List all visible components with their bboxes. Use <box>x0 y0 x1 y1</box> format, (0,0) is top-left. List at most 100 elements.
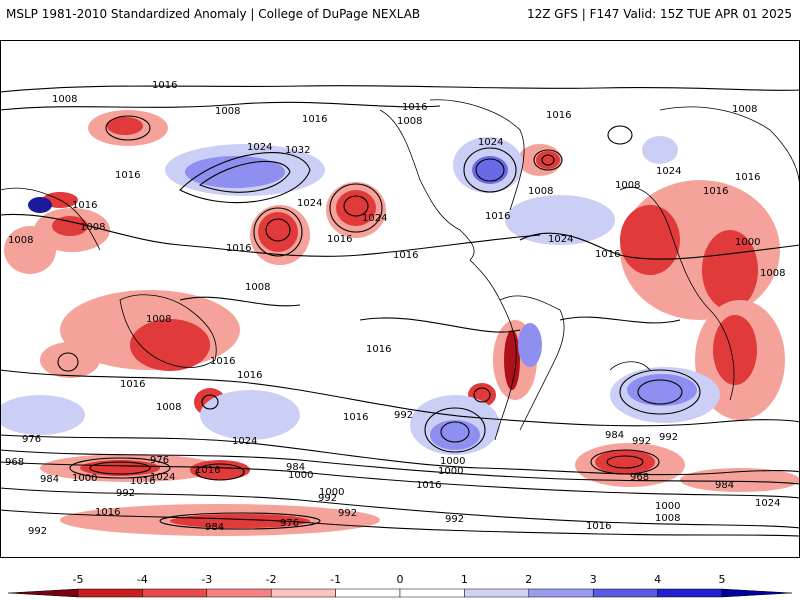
valid-time-label: 12Z GFS | F147 Valid: 15Z TUE APR 01 202… <box>526 7 792 21</box>
contour-label: 1016 <box>402 102 427 113</box>
contour-label: 1016 <box>327 234 352 245</box>
contour-label: 1008 <box>156 402 181 413</box>
contour-label: 1016 <box>237 370 262 381</box>
colorbar-tick-label: 3 <box>590 573 597 586</box>
colorbar-tick-label: 1 <box>461 573 468 586</box>
contour-label: 1008 <box>8 235 33 246</box>
contour-label: 984 <box>205 522 224 533</box>
contour-label: 1008 <box>615 180 640 191</box>
colorbar-tick-labels: -5 -4 -3 -2 -1 0 1 2 3 4 5 <box>73 573 726 586</box>
contour-label: 1024 <box>232 436 257 447</box>
contour-label: 1024 <box>755 498 780 509</box>
map: 1016 1008 1008 1016 1016 1024 1032 1016 … <box>0 40 800 558</box>
colorbar-tick-label: 4 <box>654 573 661 586</box>
contour-label: 1016 <box>72 200 97 211</box>
contour-label: 1016 <box>115 170 140 181</box>
contour-label: 1016 <box>95 507 120 518</box>
contour-label: 1016 <box>586 521 611 532</box>
contour-label: 992 <box>116 488 135 499</box>
contour-labels: 1016 1008 1008 1016 1016 1024 1032 1016 … <box>5 80 785 537</box>
colorbar-swatch <box>206 588 272 598</box>
contour-label: 1024 <box>548 234 573 245</box>
contour-label: 1024 <box>478 137 503 148</box>
colorbar-swatch <box>464 588 530 598</box>
contour-label: 992 <box>318 493 337 504</box>
contour-label: 1016 <box>130 476 155 487</box>
colorbar: -5 -4 -3 -2 -1 0 1 2 3 4 5 <box>7 573 793 598</box>
contour-label: 1016 <box>416 480 441 491</box>
negative-anomaly-regions <box>4 110 800 536</box>
colorbar-swatch <box>657 588 723 598</box>
contour-label: 1016 <box>393 250 418 261</box>
contour-label: 1008 <box>397 116 422 127</box>
contour-label: 1008 <box>760 268 785 279</box>
contour-label: 1000 <box>735 237 760 248</box>
colorbar-swatch <box>77 588 143 598</box>
colorbar-tick-label: 5 <box>719 573 726 586</box>
isobar-contours <box>0 85 800 537</box>
contour-label: 1016 <box>546 110 571 121</box>
contour-label: 1016 <box>735 172 760 183</box>
contour-label: 1024 <box>297 198 322 209</box>
contour-label: 1008 <box>146 314 171 325</box>
contour-label: 1016 <box>226 243 251 254</box>
contour-label: 968 <box>630 472 649 483</box>
product-title: MSLP 1981-2010 Standardized Anomaly | Co… <box>6 7 421 21</box>
colorbar-swatch <box>399 588 465 598</box>
contour-label: 992 <box>394 410 413 421</box>
coastlines <box>0 99 800 441</box>
contour-label: 992 <box>445 514 464 525</box>
colorbar-swatch <box>270 588 336 598</box>
contour-label: 1008 <box>732 104 757 115</box>
colorbar-tick-label: -1 <box>330 573 341 586</box>
contour-label: 984 <box>286 462 305 473</box>
contour-label: 1016 <box>366 344 391 355</box>
contour-label: 992 <box>338 508 357 519</box>
contour-label: 976 <box>22 434 41 445</box>
contour-label: 1016 <box>595 249 620 260</box>
contour-label: 976 <box>280 518 299 529</box>
contour-label: 1000 <box>655 501 680 512</box>
colorbar-tick-label: -5 <box>73 573 84 586</box>
contour-label: 1008 <box>245 282 270 293</box>
contour-label: 976 <box>150 455 169 466</box>
contour-label: 984 <box>605 430 624 441</box>
contour-label: 1000 <box>438 466 463 477</box>
contour-label: 984 <box>40 474 59 485</box>
colorbar-swatch <box>592 588 658 598</box>
header: MSLP 1981-2010 Standardized Anomaly | Co… <box>0 0 800 28</box>
contour-label: 1000 <box>319 487 344 498</box>
contour-label: 1016 <box>210 356 235 367</box>
colorbar-swatch <box>335 588 401 598</box>
contour-label: 1016 <box>485 211 510 222</box>
contour-label: 984 <box>715 480 734 491</box>
colorbar-tick-label: 0 <box>397 573 404 586</box>
contour-label: 1016 <box>302 114 327 125</box>
contour-label: 1008 <box>655 513 680 524</box>
contour-label: 1016 <box>120 379 145 390</box>
contour-label: 1008 <box>215 106 240 117</box>
contour-label: 1024 <box>362 213 387 224</box>
contour-label: 1000 <box>72 473 97 484</box>
contour-label: 1016 <box>152 80 177 91</box>
contour-label: 1032 <box>285 145 310 156</box>
colorbar-tick-label: -3 <box>201 573 212 586</box>
contour-label: 1024 <box>247 142 272 153</box>
contour-label: 992 <box>28 526 47 537</box>
contour-label: 1008 <box>80 222 105 233</box>
contour-label: 1024 <box>656 166 681 177</box>
contour-label: 992 <box>632 436 651 447</box>
contour-label: 1008 <box>528 186 553 197</box>
colorbar-left-arrow <box>7 588 79 598</box>
contour-label: 1016 <box>195 465 220 476</box>
colorbar-right-arrow <box>721 588 793 598</box>
colorbar-tick-label: 2 <box>525 573 532 586</box>
contour-label: 1008 <box>52 94 77 105</box>
colorbar-swatch <box>142 588 208 598</box>
colorbar-tick-label: -2 <box>266 573 277 586</box>
contour-label: 968 <box>5 457 24 468</box>
colorbar-swatches <box>7 588 793 598</box>
contour-label: 1000 <box>288 470 313 481</box>
contour-label: 1000 <box>440 456 465 467</box>
colorbar-tick-label: -4 <box>137 573 148 586</box>
